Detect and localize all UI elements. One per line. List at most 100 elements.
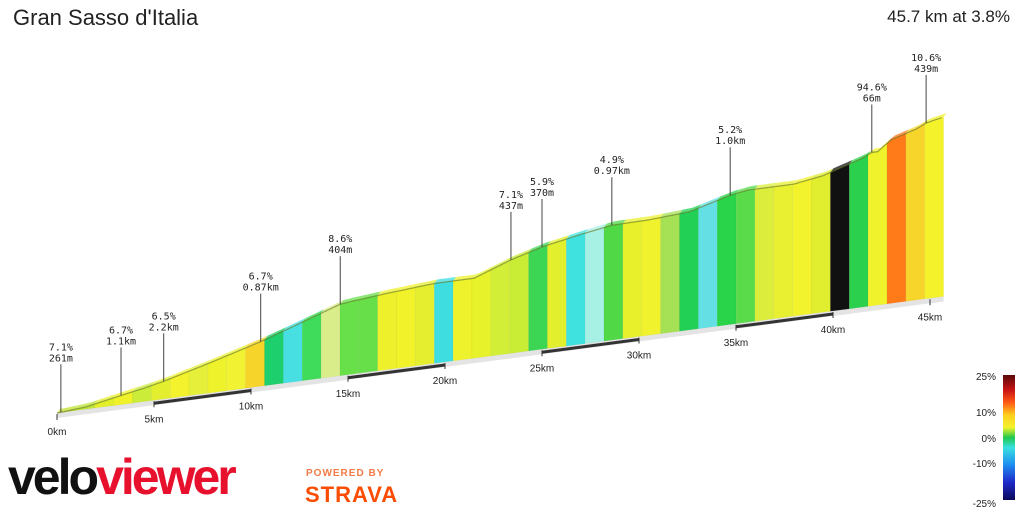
profile-segment [471, 269, 492, 359]
profile-segment [603, 223, 624, 342]
axis-band [541, 338, 640, 354]
profile-segment [792, 178, 812, 317]
annotation-gradient: 7.1% [49, 342, 73, 353]
profile-segment [754, 186, 775, 322]
profile-segment [735, 188, 756, 324]
ground-side [57, 296, 944, 418]
profile-top-strip [566, 229, 589, 240]
profile-top-strip [434, 277, 457, 284]
profile-top-strip [868, 139, 890, 155]
profile-segment [377, 291, 397, 372]
axis-band [347, 363, 446, 380]
profile-segment [716, 193, 737, 327]
profile-segment [301, 312, 322, 382]
profile-top-strip [622, 216, 645, 224]
annotation-length: 261m [49, 353, 73, 364]
x-tick-label: 25km [530, 363, 554, 374]
profile-segment [283, 321, 303, 384]
legend-label: -25% [973, 499, 996, 510]
x-tick-label: 15km [336, 389, 360, 400]
profile-top-strip [245, 335, 268, 348]
profile-segment [679, 207, 699, 332]
profile-segment [452, 278, 473, 362]
profile-top-strip [170, 367, 192, 379]
annotation-gradient: 7.1% [499, 190, 523, 201]
annotation-length: 0.97km [594, 166, 630, 177]
profile-segment [547, 238, 567, 349]
annotation-gradient: 10.6% [911, 53, 941, 64]
profile-segment [849, 154, 869, 310]
strava-logo[interactable]: STRAVA [305, 482, 399, 507]
profile-top-strip [811, 168, 834, 179]
logo-text-velo: velo [8, 449, 99, 505]
annotation-gradient: 6.5% [152, 311, 176, 322]
veloviewer-logo[interactable]: veloviewer [8, 449, 237, 505]
annotation-gradient: 5.2% [718, 125, 742, 136]
legend-label: 10% [976, 408, 996, 419]
gradient-legend: 25% 10% 0% -10% -25% [973, 372, 1015, 510]
axis-band [735, 312, 834, 329]
profile-top-strip [396, 283, 419, 292]
annotation-gradient: 6.7% [109, 325, 133, 336]
profile-segment [905, 123, 925, 302]
profile-top-strip [57, 405, 79, 413]
profile-segment [396, 287, 416, 369]
legend-label: -10% [973, 459, 996, 470]
x-tick-label: 45km [918, 312, 942, 323]
annotation-length: 1.1km [106, 336, 136, 347]
profile-top-strip [472, 265, 494, 279]
profile-top-strip [132, 381, 155, 392]
x-tick-label: 40km [821, 325, 845, 336]
profile-top-strip [207, 351, 230, 364]
profile-top-strip [679, 204, 702, 214]
distance-axis: 0km 5km 10km 15km 20km 25km 30km 35km 40km 45km [48, 299, 942, 438]
profile-top-strip [641, 213, 664, 221]
profile-segment [415, 283, 435, 367]
annotation-length: 370m [530, 188, 554, 199]
annotation-length: 437m [499, 201, 523, 212]
annotation-length: 66m [863, 93, 881, 104]
climb-annotations: 7.1%261m6.7%1.1km6.5%2.2km6.7%0.87km8.6%… [49, 53, 941, 413]
profile-top-strip [849, 150, 872, 165]
axis-band [153, 389, 252, 405]
profile-segments [56, 116, 944, 414]
powered-by-label: POWERED BY [306, 468, 385, 479]
page-title: Gran Sasso d'Italia [13, 5, 199, 30]
x-tick-label: 10km [239, 402, 263, 413]
annotation-length: 2.2km [149, 322, 179, 333]
profile-top-strip [94, 393, 117, 404]
profile-top-strip [905, 119, 928, 134]
profile-segment [830, 163, 850, 312]
x-tick-label: 35km [724, 338, 748, 349]
profile-segment [924, 116, 944, 300]
profile-segment [886, 133, 907, 305]
profile-top-strip [151, 374, 174, 386]
profile-top-strip [792, 175, 815, 185]
legend-label: 0% [982, 434, 997, 445]
legend-label: 25% [976, 372, 996, 383]
ground-plane [57, 296, 944, 418]
profile-top-strip [113, 387, 136, 398]
profile-segment [320, 303, 341, 379]
annotation-gradient: 8.6% [328, 234, 352, 245]
annotation-gradient: 6.7% [249, 272, 273, 283]
x-tick-label: 20km [433, 376, 457, 387]
profile-top-strip [660, 209, 683, 218]
profile-segment [641, 217, 661, 337]
profile-outline [56, 116, 942, 414]
x-tick-label: 30km [627, 351, 651, 362]
profile-segment [528, 244, 548, 352]
profile-segment [622, 220, 643, 339]
legend-color-bar [1003, 375, 1015, 500]
profile-top-strip [453, 274, 475, 281]
profile-top-strip [585, 223, 607, 234]
x-tick-label: 5km [145, 414, 164, 425]
profile-top-strip [377, 287, 400, 296]
annotation-length: 439m [914, 64, 938, 75]
profile-top-strip [754, 182, 777, 190]
profile-top-strip [773, 180, 796, 187]
profile-segment [698, 200, 718, 329]
profile-segment [773, 183, 793, 320]
annotation-length: 0.87km [243, 283, 279, 294]
